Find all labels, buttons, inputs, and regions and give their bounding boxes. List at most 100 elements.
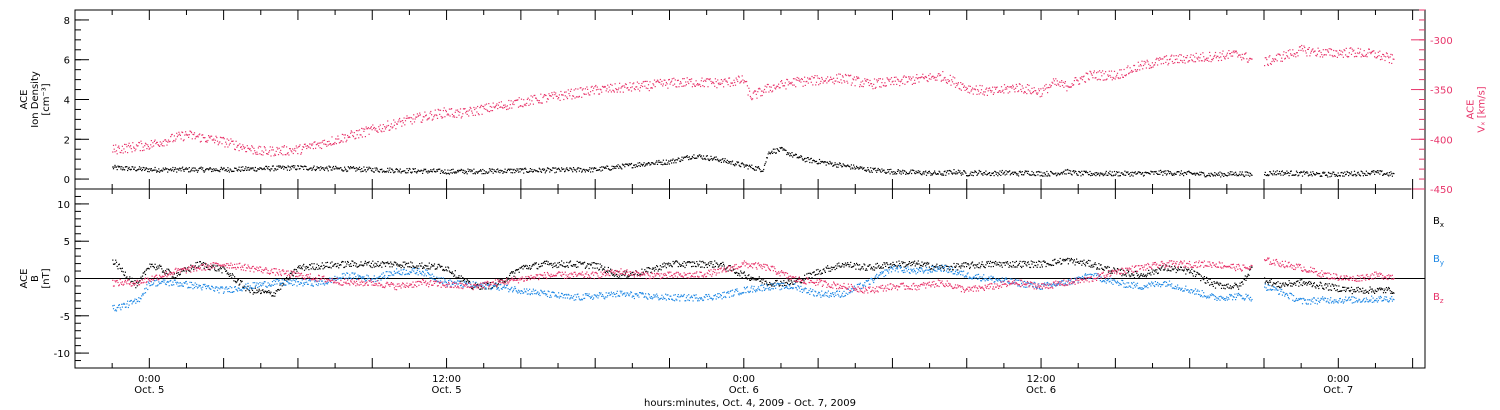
data-point — [142, 146, 144, 148]
data-point — [369, 167, 371, 169]
data-point — [1371, 51, 1373, 53]
data-point — [133, 146, 135, 148]
data-point — [588, 94, 590, 96]
data-point — [1325, 54, 1327, 56]
data-point — [430, 110, 432, 113]
data-point — [674, 79, 676, 81]
data-point — [472, 173, 474, 175]
data-point — [1329, 54, 1331, 56]
data-point — [395, 128, 397, 130]
data-point — [859, 86, 861, 88]
data-point — [335, 143, 337, 145]
data-point — [1393, 58, 1395, 60]
data-point — [468, 170, 470, 172]
data-point — [187, 267, 189, 269]
data-point — [1030, 260, 1032, 262]
data-point — [574, 97, 576, 99]
data-point — [147, 144, 149, 146]
data-point — [1372, 171, 1374, 173]
data-point — [700, 155, 702, 157]
data-point — [117, 268, 119, 270]
data-point — [1157, 173, 1159, 175]
data-point — [927, 172, 929, 174]
data-point — [627, 165, 630, 167]
data-point — [1232, 286, 1234, 288]
data-point — [1104, 266, 1106, 268]
data-point — [696, 157, 698, 159]
data-point — [710, 263, 712, 265]
data-point — [850, 266, 852, 268]
data-point — [989, 87, 991, 89]
data-point — [813, 77, 815, 79]
data-point — [778, 150, 780, 152]
data-point — [240, 166, 242, 168]
data-point — [833, 164, 835, 166]
data-point — [377, 131, 379, 133]
data-point — [341, 133, 343, 135]
data-point — [380, 130, 382, 132]
data-point — [350, 130, 352, 132]
data-point — [471, 169, 473, 171]
data-point — [494, 282, 497, 284]
data-point — [653, 84, 655, 86]
data-point — [931, 264, 933, 266]
data-point — [793, 84, 795, 86]
data-point — [1101, 267, 1103, 269]
data-point — [349, 168, 351, 170]
data-point — [164, 273, 166, 275]
data-point — [1207, 174, 1209, 177]
data-point — [615, 167, 617, 169]
data-point — [341, 140, 343, 142]
data-point — [439, 266, 442, 268]
data-point — [1035, 92, 1038, 94]
data-point — [550, 169, 552, 172]
data-point — [636, 81, 638, 83]
data-point — [624, 275, 626, 277]
data-point — [954, 173, 957, 175]
data-point — [214, 268, 216, 270]
data-point — [1113, 174, 1115, 176]
data-point — [830, 163, 832, 165]
data-point — [213, 168, 215, 170]
data-point — [384, 128, 387, 130]
data-point — [746, 277, 748, 279]
data-point — [531, 168, 533, 171]
data-point — [1082, 76, 1084, 78]
data-point — [149, 147, 151, 149]
data-point — [1374, 171, 1376, 173]
data-point — [257, 290, 259, 292]
data-point — [893, 263, 895, 266]
data-point — [821, 160, 823, 163]
data-point — [1162, 171, 1165, 173]
data-point — [1113, 268, 1116, 270]
data-point — [765, 280, 767, 282]
data-point — [646, 164, 648, 166]
data-point — [1349, 47, 1351, 49]
data-point — [741, 75, 743, 77]
data-point — [1200, 280, 1202, 282]
data-point — [917, 170, 919, 172]
data-point — [1302, 171, 1304, 173]
data-point — [246, 167, 248, 169]
data-point — [937, 173, 939, 175]
data-point — [587, 88, 589, 90]
data-point — [314, 268, 316, 271]
data-point — [1247, 273, 1249, 275]
data-point — [902, 76, 904, 78]
data-point — [784, 82, 786, 84]
data-point — [448, 114, 450, 116]
data-point — [578, 170, 580, 172]
data-point — [980, 263, 983, 265]
data-point — [1046, 263, 1048, 265]
data-point — [567, 266, 569, 268]
data-point — [999, 90, 1001, 92]
data-point — [1145, 172, 1147, 174]
data-point — [225, 270, 228, 272]
data-point — [524, 265, 526, 267]
data-point — [959, 170, 961, 172]
data-point — [1002, 173, 1004, 175]
data-point — [926, 172, 928, 174]
data-point — [1265, 174, 1267, 176]
data-point — [1362, 172, 1364, 174]
data-point — [1117, 175, 1119, 177]
